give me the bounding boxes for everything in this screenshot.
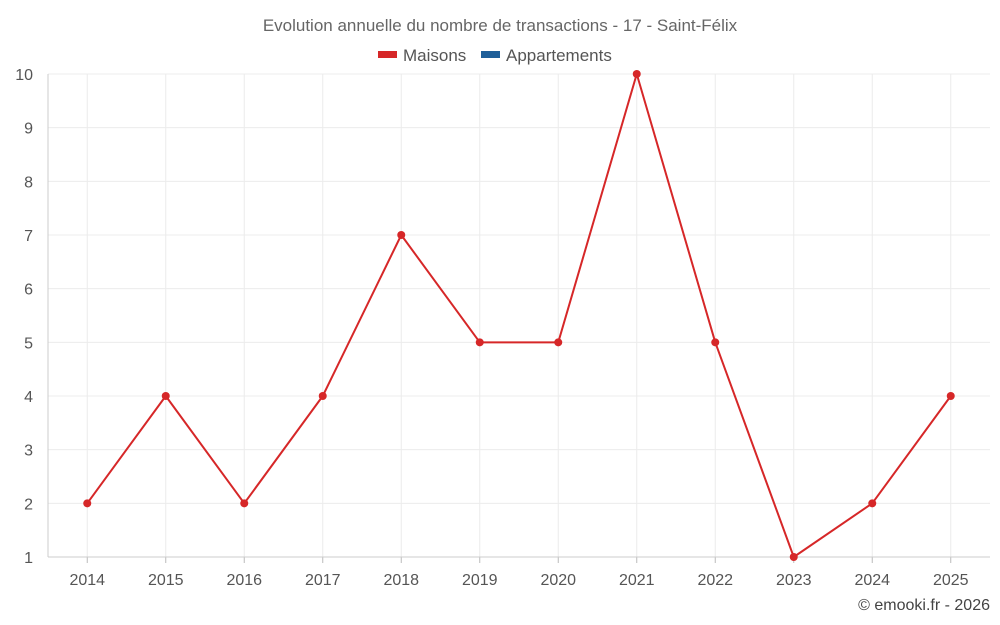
y-tick-label: 3 xyxy=(24,443,33,460)
y-tick-label: 5 xyxy=(24,335,33,352)
x-tick-label: 2019 xyxy=(462,572,498,589)
legend-swatch-maisons[interactable] xyxy=(378,51,397,58)
legend: Maisons Appartements xyxy=(378,46,612,65)
x-tick-label: 2017 xyxy=(305,572,341,589)
x-tick-label: 2025 xyxy=(933,572,969,589)
x-tick-label: 2023 xyxy=(776,572,812,589)
series-line-maisons xyxy=(86,73,952,558)
x-tick-label: 2021 xyxy=(619,572,655,589)
data-point-maisons[interactable] xyxy=(397,231,406,239)
data-point-maisons[interactable] xyxy=(711,338,720,347)
data-point-maisons[interactable] xyxy=(554,338,563,347)
legend-swatch-appartements[interactable] xyxy=(481,51,500,58)
x-tick-label: 2024 xyxy=(854,572,890,589)
data-point-maisons[interactable] xyxy=(475,338,484,347)
y-tick-label: 7 xyxy=(24,228,33,245)
data-point-maisons[interactable] xyxy=(240,499,249,508)
y-tick-label: 8 xyxy=(24,174,33,191)
x-tick-label: 2018 xyxy=(383,572,419,589)
data-point-maisons[interactable] xyxy=(318,392,327,400)
x-tick-label: 2014 xyxy=(69,572,105,589)
data-point-maisons[interactable] xyxy=(868,499,877,508)
data-point-maisons[interactable] xyxy=(161,392,170,400)
y-tick-label: 9 xyxy=(24,121,33,138)
grid xyxy=(48,73,990,558)
data-point-maisons[interactable] xyxy=(946,392,955,400)
y-tick-label: 4 xyxy=(24,389,33,406)
credit-text: © emooki.fr - 2026 xyxy=(858,597,990,614)
legend-label-maisons[interactable]: Maisons xyxy=(403,46,466,65)
x-tick-label: 2015 xyxy=(148,572,184,589)
x-tick-label: 2022 xyxy=(697,572,733,589)
y-tick-label: 10 xyxy=(15,67,33,84)
chart-title: Evolution annuelle du nombre de transact… xyxy=(263,16,738,35)
y-tick-label: 1 xyxy=(24,550,33,567)
legend-label-appartements[interactable]: Appartements xyxy=(506,46,612,65)
series xyxy=(83,70,955,561)
y-tick-label: 6 xyxy=(24,282,33,299)
y-tick-label: 2 xyxy=(24,496,33,513)
data-point-maisons[interactable] xyxy=(632,70,641,78)
x-tick-label: 2016 xyxy=(226,572,262,589)
data-point-maisons[interactable] xyxy=(83,499,92,508)
data-point-maisons[interactable] xyxy=(789,553,798,561)
x-tick-label: 2020 xyxy=(540,572,576,589)
axes: 1 2 3 4 5 6 7 8 9 10 2014 2015 2016 2017 2018 2019 2020 2… xyxy=(15,67,990,589)
